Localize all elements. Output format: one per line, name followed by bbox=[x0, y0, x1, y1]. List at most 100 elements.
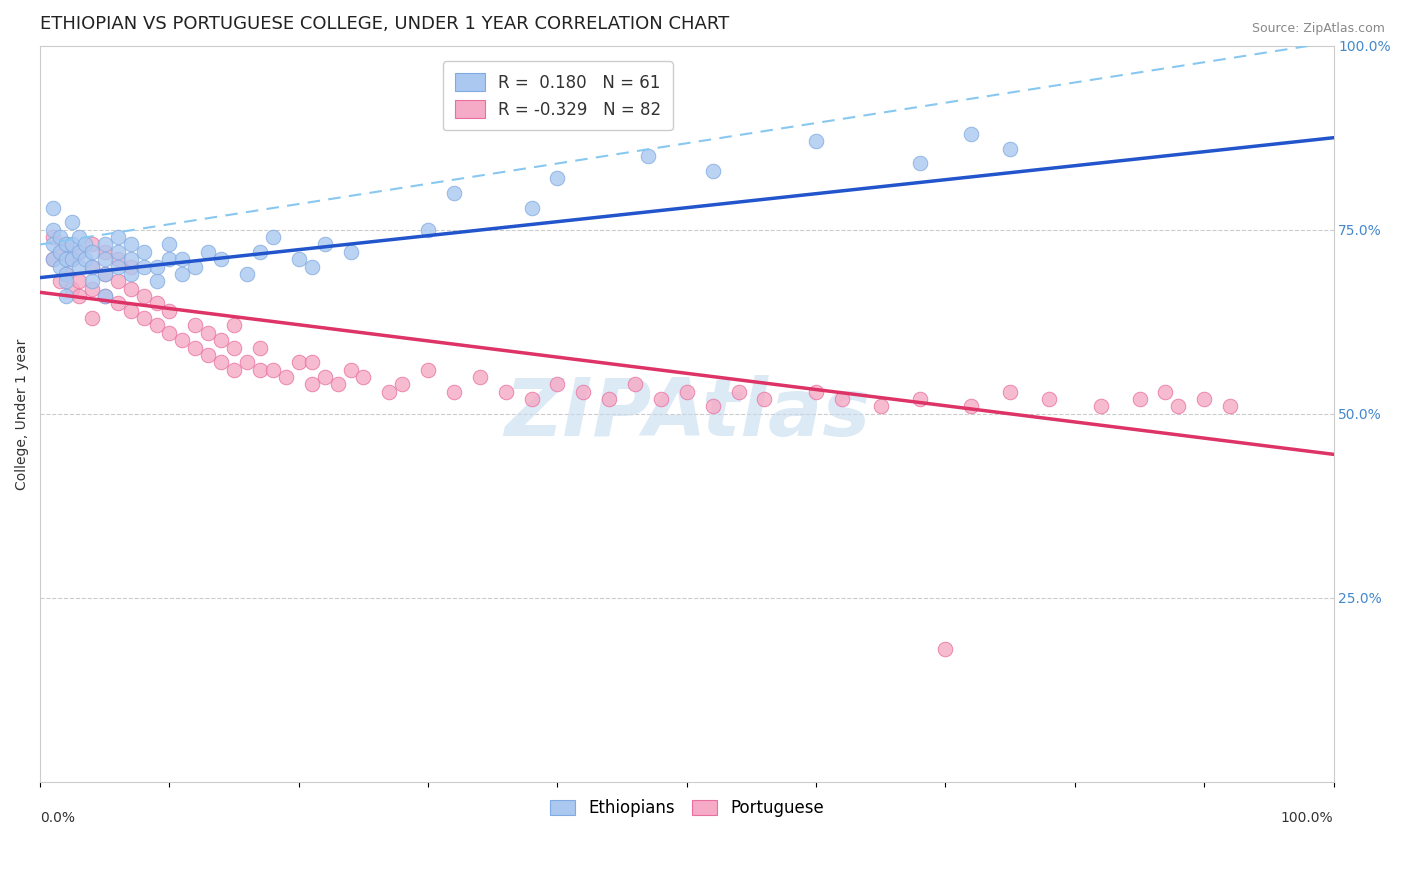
Point bbox=[67, 244, 90, 259]
Point bbox=[120, 252, 142, 267]
Point bbox=[1038, 392, 1060, 406]
Point bbox=[80, 274, 103, 288]
Point bbox=[1090, 400, 1112, 414]
Point bbox=[62, 252, 84, 267]
Point bbox=[172, 333, 194, 347]
Point bbox=[197, 244, 219, 259]
Point bbox=[249, 341, 271, 355]
Point bbox=[42, 237, 65, 252]
Point bbox=[236, 267, 259, 281]
Text: ETHIOPIAN VS PORTUGUESE COLLEGE, UNDER 1 YEAR CORRELATION CHART: ETHIOPIAN VS PORTUGUESE COLLEGE, UNDER 1… bbox=[41, 15, 730, 33]
Point bbox=[197, 348, 219, 362]
Point bbox=[702, 164, 724, 178]
Point bbox=[55, 274, 77, 288]
Point bbox=[145, 274, 167, 288]
Point bbox=[42, 201, 65, 215]
Point bbox=[94, 244, 117, 259]
Point bbox=[48, 244, 70, 259]
Text: 0.0%: 0.0% bbox=[41, 812, 75, 825]
Point bbox=[42, 252, 65, 267]
Point bbox=[675, 384, 697, 399]
Point bbox=[702, 400, 724, 414]
Point bbox=[468, 370, 491, 384]
Point bbox=[650, 392, 672, 406]
Point bbox=[288, 355, 311, 369]
Point bbox=[908, 392, 931, 406]
Point bbox=[520, 201, 543, 215]
Point bbox=[80, 237, 103, 252]
Point bbox=[339, 362, 361, 376]
Point bbox=[62, 215, 84, 229]
Point bbox=[934, 642, 956, 657]
Point bbox=[184, 260, 207, 274]
Point bbox=[598, 392, 620, 406]
Point bbox=[274, 370, 297, 384]
Point bbox=[145, 318, 167, 333]
Point bbox=[145, 260, 167, 274]
Point bbox=[326, 377, 349, 392]
Point bbox=[224, 362, 246, 376]
Point bbox=[55, 289, 77, 303]
Point bbox=[48, 274, 70, 288]
Point bbox=[42, 230, 65, 244]
Point bbox=[236, 355, 259, 369]
Point bbox=[353, 370, 375, 384]
Point bbox=[1154, 384, 1177, 399]
Point bbox=[145, 296, 167, 310]
Text: ZIPAtlas: ZIPAtlas bbox=[503, 375, 870, 453]
Point bbox=[107, 274, 129, 288]
Point bbox=[960, 400, 983, 414]
Point bbox=[48, 244, 70, 259]
Point bbox=[120, 267, 142, 281]
Point bbox=[55, 267, 77, 281]
Point bbox=[159, 326, 181, 340]
Point bbox=[908, 156, 931, 170]
Point bbox=[209, 252, 232, 267]
Point bbox=[94, 252, 117, 267]
Point bbox=[62, 282, 84, 296]
Point bbox=[107, 252, 129, 267]
Point bbox=[75, 252, 97, 267]
Point bbox=[960, 127, 983, 141]
Point bbox=[443, 186, 465, 200]
Point bbox=[42, 223, 65, 237]
Point bbox=[55, 267, 77, 281]
Point bbox=[159, 252, 181, 267]
Point bbox=[339, 244, 361, 259]
Point bbox=[378, 384, 401, 399]
Point bbox=[546, 171, 568, 186]
Point bbox=[262, 230, 284, 244]
Point bbox=[67, 289, 90, 303]
Point bbox=[132, 260, 155, 274]
Point bbox=[132, 311, 155, 326]
Point bbox=[520, 392, 543, 406]
Point bbox=[48, 260, 70, 274]
Point bbox=[637, 149, 659, 163]
Point bbox=[998, 384, 1021, 399]
Point bbox=[107, 244, 129, 259]
Point bbox=[94, 289, 117, 303]
Point bbox=[754, 392, 776, 406]
Point bbox=[107, 296, 129, 310]
Point bbox=[159, 303, 181, 318]
Point bbox=[55, 237, 77, 252]
Point bbox=[288, 252, 311, 267]
Point bbox=[209, 333, 232, 347]
Text: 100.0%: 100.0% bbox=[1281, 812, 1333, 825]
Point bbox=[1219, 400, 1241, 414]
Point bbox=[727, 384, 749, 399]
Point bbox=[67, 244, 90, 259]
Point bbox=[80, 311, 103, 326]
Point bbox=[224, 341, 246, 355]
Point bbox=[301, 377, 323, 392]
Point bbox=[94, 267, 117, 281]
Point bbox=[209, 355, 232, 369]
Point bbox=[831, 392, 853, 406]
Point bbox=[262, 362, 284, 376]
Text: Source: ZipAtlas.com: Source: ZipAtlas.com bbox=[1251, 22, 1385, 36]
Point bbox=[67, 260, 90, 274]
Point bbox=[572, 384, 595, 399]
Point bbox=[184, 318, 207, 333]
Point bbox=[80, 260, 103, 274]
Point bbox=[80, 244, 103, 259]
